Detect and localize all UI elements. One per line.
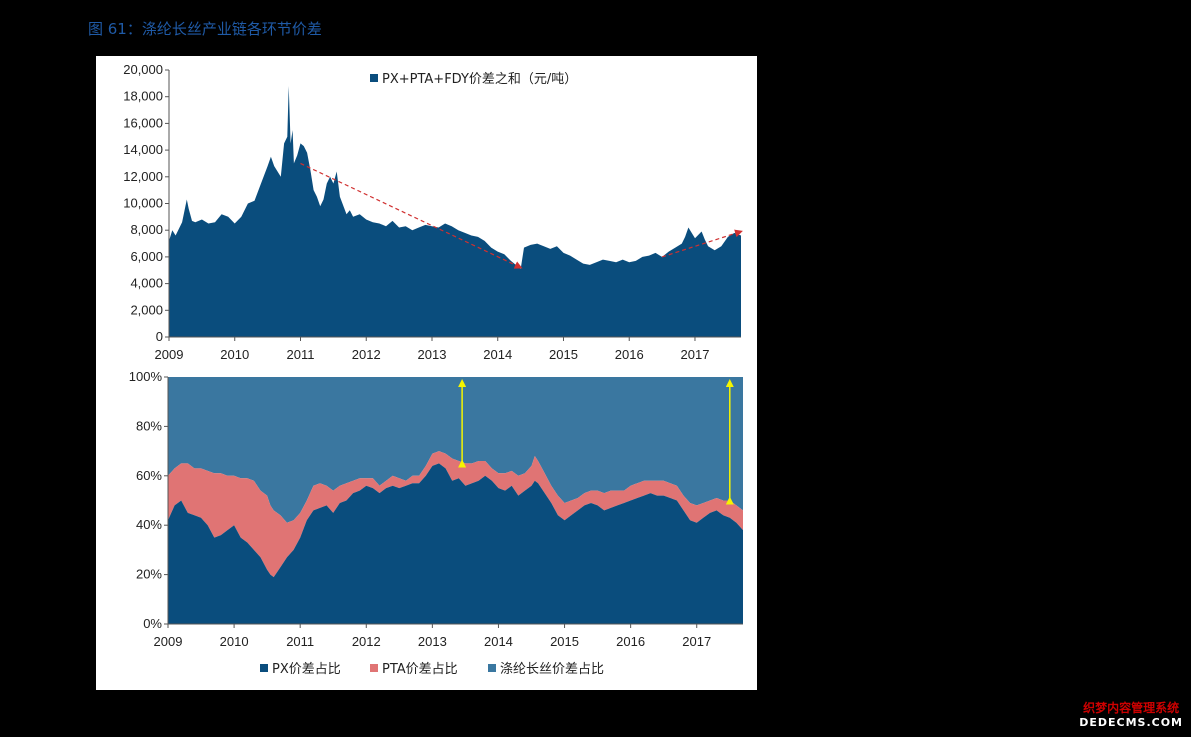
legend-swatch <box>260 664 268 672</box>
legend-bottom: PX价差占比 PTA价差占比 涤纶长丝价差占比 <box>260 662 604 677</box>
legend-label: PX+PTA+FDY价差之和（元/吨） <box>382 72 577 87</box>
x-tick-label: 2010 <box>220 347 249 362</box>
fdy-share-area <box>168 377 743 523</box>
y-tick-label: 20% <box>136 567 162 582</box>
x-tick-label: 2014 <box>483 347 512 362</box>
x-tick-label: 2015 <box>550 634 579 649</box>
y-tick-label: 14,000 <box>123 142 163 157</box>
x-tick-label: 2013 <box>418 347 447 362</box>
chart-panel: 0 2,000 4,000 6,000 8,000 10,000 12,000 14,000 1… <box>96 56 757 690</box>
y-tick-label: 10,000 <box>123 196 163 211</box>
y-tick-label: 0% <box>143 616 162 631</box>
y-tick-label: 16,000 <box>123 115 163 130</box>
y-tick-label: 0 <box>156 329 163 344</box>
y-tick-label: 40% <box>136 517 162 532</box>
x-tick-label: 2014 <box>484 634 513 649</box>
watermark-line1: 织梦内容管理系统 <box>1083 701 1180 715</box>
y-tick-label: 2,000 <box>130 302 163 317</box>
y-tick-label: 18,000 <box>123 89 163 104</box>
x-tick-label: 2013 <box>418 634 447 649</box>
legend-swatch <box>488 664 496 672</box>
y-tick-label: 60% <box>136 468 162 483</box>
x-tick-label: 2009 <box>154 634 183 649</box>
pta-share-area <box>168 451 743 578</box>
x-tick-label: 2012 <box>352 634 381 649</box>
x-tick-label: 2011 <box>287 347 315 362</box>
y-tick-label: 80% <box>136 418 162 433</box>
y-tick-label: 20,000 <box>123 62 163 77</box>
watermark: 织梦内容管理系统 DEDECMS.COM <box>1079 699 1183 729</box>
x-tick-label: 2016 <box>616 634 645 649</box>
y-tick-label: 4,000 <box>130 276 163 291</box>
legend-swatch <box>370 664 378 672</box>
x-tick-label: 2015 <box>549 347 578 362</box>
y-tick-label: 12,000 <box>123 169 163 184</box>
x-tick-label: 2017 <box>681 347 710 362</box>
legend-label: PTA价差占比 <box>382 662 458 677</box>
legend-label: PX价差占比 <box>272 662 341 677</box>
x-tick-label: 2010 <box>220 634 249 649</box>
price-spread-area <box>169 86 741 337</box>
x-tick-label: 2017 <box>682 634 711 649</box>
figure-title: 图 61：涤纶长丝产业链各环节价差 <box>88 20 322 38</box>
legend-label: 涤纶长丝价差占比 <box>500 662 604 677</box>
y-tick-label: 100% <box>129 369 163 384</box>
x-tick-label: 2009 <box>155 347 184 362</box>
y-tick-label: 8,000 <box>130 222 163 237</box>
legend-top: PX+PTA+FDY价差之和（元/吨） <box>370 72 577 87</box>
legend-swatch <box>370 74 378 82</box>
x-tick-label: 2016 <box>615 347 644 362</box>
charts-svg: 0 2,000 4,000 6,000 8,000 10,000 12,000 14,000 1… <box>123 62 743 677</box>
x-tick-label: 2012 <box>352 347 381 362</box>
trend-arrow <box>300 162 523 269</box>
watermark-line2: DEDECMS.COM <box>1079 716 1183 729</box>
y-tick-label: 6,000 <box>130 249 163 264</box>
px-share-area <box>168 463 743 624</box>
x-tick-label: 2011 <box>286 634 314 649</box>
